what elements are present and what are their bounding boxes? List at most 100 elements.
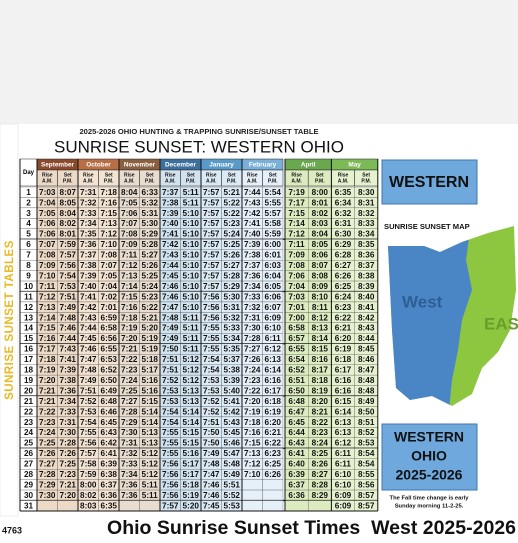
month-label: December	[165, 162, 196, 169]
time: 8:01	[312, 198, 329, 207]
time: 6:35	[101, 501, 118, 510]
time: 8:14	[312, 334, 329, 343]
time: 5:16	[142, 376, 159, 385]
day-number: 2	[26, 198, 31, 207]
time: 7:41	[60, 355, 77, 364]
time: 7:20	[244, 397, 261, 406]
time: 8:48	[358, 376, 375, 385]
time: 5:10	[183, 240, 200, 249]
time: 6:14	[335, 407, 352, 416]
time: 5:26	[224, 251, 241, 260]
time: 5:13	[142, 439, 159, 448]
time: 5:12	[142, 449, 159, 458]
time: 7:24	[121, 376, 138, 385]
sub-label: Rise	[42, 172, 53, 178]
time: 8:43	[358, 324, 375, 333]
time: 7:28	[39, 470, 56, 479]
time: 8:57	[358, 491, 375, 500]
time: 8:54	[358, 460, 375, 469]
sub-label: Rise	[83, 172, 94, 178]
time: 8:01	[60, 230, 77, 239]
time: 8:37	[358, 261, 375, 270]
time: 5:16	[142, 386, 159, 395]
sub-label: P.M.	[268, 178, 278, 184]
time: 6:25	[335, 282, 352, 291]
time-cell	[262, 489, 284, 501]
time: 8:08	[312, 271, 329, 280]
time: 5:53	[224, 501, 241, 510]
time: 7:49	[80, 376, 97, 385]
time: 6:45	[288, 418, 305, 427]
time: 6:22	[265, 439, 282, 448]
month-label: September	[41, 162, 75, 169]
time: 8:20	[312, 397, 329, 406]
time: 7:51	[80, 386, 97, 395]
time: 7:46	[162, 292, 179, 301]
time: 6:21	[265, 428, 282, 437]
time: 7:57	[80, 449, 97, 458]
time: 7:46	[80, 345, 97, 354]
time: 6:15	[335, 397, 352, 406]
day-number: 11	[24, 292, 33, 301]
time: 7:53	[162, 386, 179, 395]
time: 7:15	[39, 324, 56, 333]
sub-label: Set	[269, 172, 277, 178]
time: 7:36	[121, 480, 138, 489]
time: 7:19	[121, 324, 138, 333]
time: 8:06	[312, 251, 329, 260]
time: 7:44	[162, 261, 179, 270]
time: 6:58	[288, 324, 305, 333]
time: 5:14	[142, 407, 159, 416]
time: 5:10	[183, 292, 200, 301]
time: 7:50	[203, 439, 220, 448]
time: 7:16	[39, 334, 56, 343]
time: 6:55	[288, 345, 305, 354]
time: 5:10	[183, 261, 200, 270]
time: 5:14	[183, 418, 200, 427]
time: 7:47	[80, 355, 97, 364]
time: 7:27	[121, 397, 138, 406]
time: 7:04	[288, 282, 305, 291]
sub-label: Rise	[338, 172, 349, 178]
time: 7:29	[121, 418, 138, 427]
time: 7:54	[203, 366, 220, 375]
time: 5:39	[224, 376, 241, 385]
time: 7:10	[39, 271, 56, 280]
time: 7:52	[162, 376, 179, 385]
sub-label: P.M.	[104, 178, 114, 184]
day-number: 8	[26, 261, 31, 270]
time: 6:45	[101, 418, 118, 427]
time: 6:12	[265, 345, 282, 354]
time-cell	[118, 500, 140, 512]
time: 7:06	[121, 209, 138, 218]
day-number: 29	[24, 480, 34, 489]
time: 8:26	[312, 460, 329, 469]
time: 5:16	[183, 449, 200, 458]
time: 7:07	[121, 219, 138, 228]
time: 7:02	[101, 292, 118, 301]
time: 5:46	[224, 439, 241, 448]
time: 5:19	[142, 334, 159, 343]
time: 7:51	[203, 418, 220, 427]
time: 7:54	[60, 271, 77, 280]
box-line: 2025-2026	[396, 467, 463, 483]
time: 7:08	[39, 251, 56, 260]
time: 8:18	[312, 376, 329, 385]
time: 7:31	[121, 439, 138, 448]
time: 7:57	[203, 240, 220, 249]
time: 8:04	[60, 209, 77, 218]
time: 5:40	[224, 386, 241, 395]
time: 6:05	[265, 282, 282, 291]
time: 5:18	[183, 480, 200, 489]
time: 8:12	[312, 313, 329, 322]
time: 8:29	[312, 491, 329, 500]
time: 8:50	[358, 407, 375, 416]
time: 7:55	[80, 428, 97, 437]
sub-label: P.M.	[361, 178, 371, 184]
sub-label: P.M.	[186, 178, 196, 184]
time: 7:49	[203, 449, 220, 458]
note: Sunday morning 11-2-25.	[395, 504, 464, 510]
time: 6:56	[101, 334, 118, 343]
region-label: WESTERN	[389, 174, 469, 191]
time: 5:12	[142, 460, 159, 469]
